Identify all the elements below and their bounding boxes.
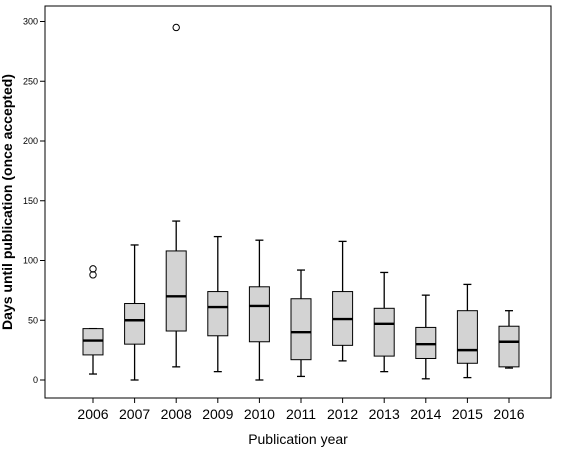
x-tick-label: 2007 <box>119 406 150 422</box>
outlier-point <box>89 265 97 273</box>
y-tick-label: 300 <box>23 17 38 27</box>
x-axis: 2006 2007 2008 2009 2010 2011 2012 2013 2014 2015… <box>77 398 525 422</box>
y-tick-label: 150 <box>23 196 38 206</box>
box-2009 <box>207 235 229 373</box>
x-tick-label: 2008 <box>161 406 192 422</box>
y-axis: 0 50 100 150 200 250 300 <box>23 5 552 399</box>
box-2011 <box>290 269 312 378</box>
iqr-box <box>207 291 229 337</box>
box-2006 <box>82 265 104 375</box>
iqr-box <box>124 303 146 345</box>
outlier-point <box>89 271 97 279</box>
iqr-box <box>373 307 395 357</box>
y-tick-label: 250 <box>23 76 38 86</box>
box-2016 <box>498 310 520 369</box>
y-tick-label: 50 <box>28 315 38 325</box>
x-tick-label: 2011 <box>286 406 316 422</box>
plot-frame <box>44 5 552 399</box>
box-2008 <box>165 23 187 368</box>
x-tick-label: 2009 <box>202 406 233 422</box>
outlier-point <box>172 23 180 32</box>
iqr-box <box>165 250 187 332</box>
iqr-box <box>456 310 478 364</box>
box-2010 <box>248 239 270 381</box>
y-tick-label: 200 <box>23 136 38 146</box>
x-tick-label: 2014 <box>410 406 441 422</box>
iqr-box <box>290 298 312 361</box>
x-tick-label: 2015 <box>452 406 483 422</box>
x-axis-title: Publication year <box>248 431 348 447</box>
box-2015 <box>456 283 478 379</box>
x-tick-label: 2013 <box>369 406 400 422</box>
x-tick-label: 2010 <box>244 406 275 422</box>
box-2012 <box>332 240 354 362</box>
box-2014 <box>415 294 437 380</box>
x-tick-label: 2006 <box>77 406 108 422</box>
x-tick-label: 2012 <box>327 406 358 422</box>
y-tick-label: 0 <box>33 375 38 385</box>
y-axis-title: Days until publication (once accepted) <box>0 74 15 330</box>
iqr-box <box>498 325 520 368</box>
box-2007 <box>124 244 146 381</box>
box-2013 <box>373 271 395 373</box>
iqr-box <box>248 286 270 343</box>
x-tick-label: 2016 <box>493 406 524 422</box>
boxes <box>82 23 520 381</box>
y-tick-label: 100 <box>23 256 38 266</box>
